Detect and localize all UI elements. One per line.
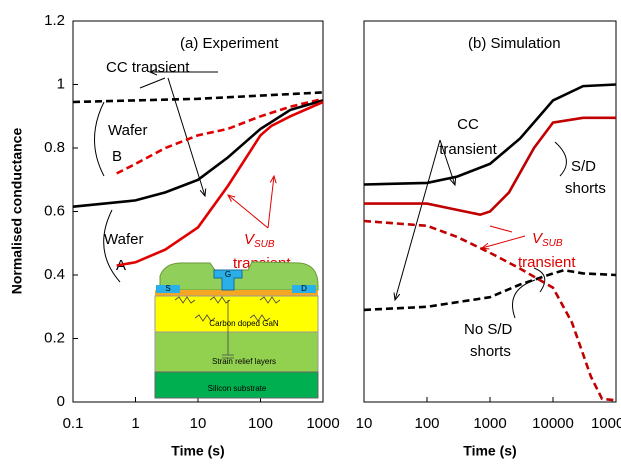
x-tick-label: 1000: [473, 415, 506, 432]
y-tick-label: 0: [57, 393, 65, 410]
inset-label: Silicon substrate: [208, 384, 267, 393]
annotation: VSUB: [244, 231, 275, 250]
inset-label: Carbon doped GaN: [209, 319, 279, 328]
annotation: shorts: [470, 343, 511, 360]
data-line: [73, 100, 323, 206]
data-line: [73, 92, 323, 102]
data-line: [117, 102, 323, 266]
x-tick-label: 10: [356, 415, 373, 432]
annotation: CC: [457, 116, 479, 133]
annotation: Wafer: [108, 122, 147, 139]
y-axis-label: Normalised conductance: [9, 128, 25, 295]
x-tick-label: 10000: [532, 415, 574, 432]
annotation: S/D: [571, 158, 596, 175]
x-tick-label: 100: [414, 415, 439, 432]
x-axis-label: Time (s): [463, 443, 516, 459]
inset-label: S: [165, 284, 170, 293]
data-line: [364, 221, 616, 400]
inset-label: D: [301, 284, 307, 293]
x-tick-label: 1000: [306, 415, 339, 432]
annotation: B: [112, 148, 122, 165]
y-tick-label: 1: [57, 75, 65, 92]
annotation: transient: [439, 141, 497, 158]
y-tick-label: 0.4: [44, 266, 65, 283]
inset-label: G: [225, 270, 231, 279]
device-inset: [155, 262, 318, 398]
x-tick-label: 0.1: [63, 415, 84, 432]
inset-label: Strain relief layers: [212, 357, 276, 366]
x-tick-label: 100000: [591, 415, 621, 432]
x-tick-label: 100: [248, 415, 273, 432]
x-tick-label: 1: [131, 415, 139, 432]
annotation-arrows: [95, 72, 275, 282]
annotation: shorts: [565, 180, 606, 197]
x-axis-label: Time (s): [171, 443, 224, 459]
y-tick-label: 1.2: [44, 12, 65, 29]
panel-title: (a) Experiment: [180, 35, 279, 52]
y-tick-label: 0.2: [44, 329, 65, 346]
annotation: transient: [518, 254, 576, 271]
annotation: No S/D: [464, 321, 513, 338]
annotation: VSUB: [532, 230, 563, 249]
annotation: Wafer: [104, 231, 143, 248]
panel-title: (b) Simulation: [468, 35, 561, 52]
annotation: CC transient: [106, 59, 190, 76]
y-tick-label: 0.6: [44, 202, 65, 219]
y-tick-label: 0.8: [44, 139, 65, 156]
chart: Normalised conductance Time (s) Time (s)…: [0, 0, 621, 466]
x-tick-label: 10: [190, 415, 207, 432]
